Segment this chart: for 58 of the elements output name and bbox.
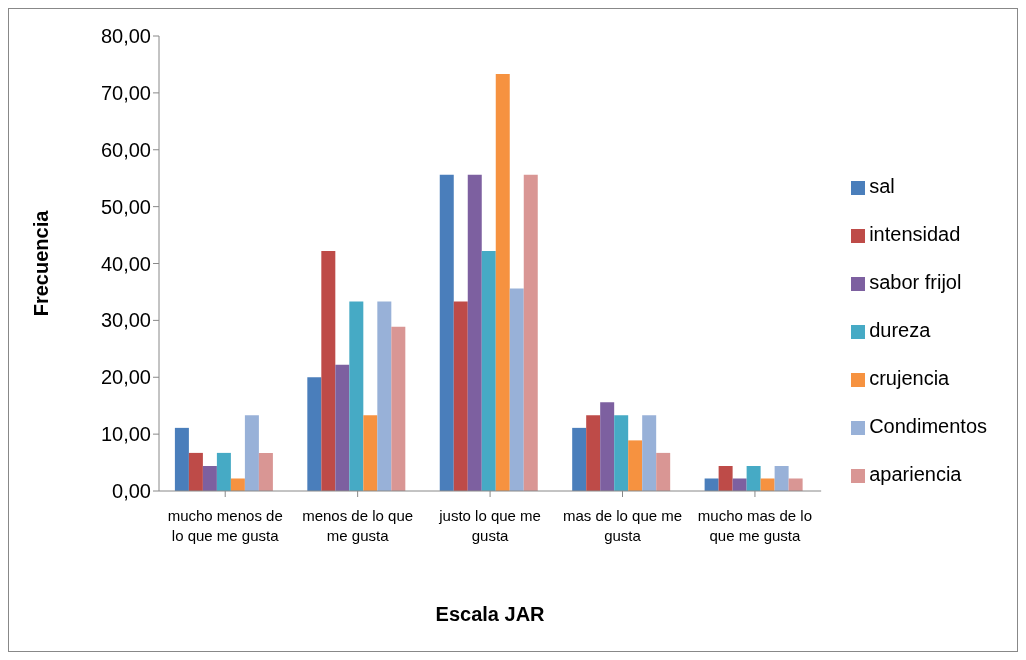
y-tick-label: 30,00	[100, 309, 151, 332]
legend-label: intensidad	[869, 223, 961, 245]
y-tick-label: 40,00	[100, 252, 151, 275]
y-axis-title: Frecuencia	[30, 209, 53, 317]
bar	[439, 174, 454, 491]
legend-label: crujencia	[869, 367, 950, 389]
y-tick-label: 60,00	[100, 138, 151, 161]
bar	[258, 452, 273, 491]
x-tick-label: mas de lo que me gusta	[562, 507, 683, 544]
bar	[628, 440, 643, 491]
bar	[349, 301, 364, 491]
bar	[377, 301, 392, 491]
bar	[244, 415, 259, 491]
x-tick-label: menos de lo que me gusta	[302, 507, 414, 544]
bar	[509, 288, 524, 491]
bar	[467, 174, 482, 491]
bar	[732, 478, 747, 491]
bar	[523, 174, 538, 491]
bar	[216, 452, 231, 491]
bar	[335, 364, 350, 491]
bar	[321, 250, 336, 491]
bar	[174, 427, 189, 491]
x-tick-label: justo lo que me gusta	[438, 507, 541, 544]
bar	[704, 478, 719, 491]
bar	[614, 415, 629, 491]
legend-label: sabor frijol	[869, 271, 962, 293]
x-tick-label: mucho mas de lo que me gusta	[697, 507, 813, 544]
bar	[572, 427, 587, 491]
legend-label: Condimentos	[869, 415, 987, 437]
bar	[760, 478, 775, 491]
bar	[788, 478, 803, 491]
bar	[363, 415, 378, 491]
bar	[600, 402, 615, 491]
y-tick-label: 70,00	[100, 81, 151, 104]
bar	[307, 377, 322, 491]
bar	[746, 465, 761, 491]
bar	[718, 465, 733, 491]
bar	[774, 465, 789, 491]
bar	[188, 452, 203, 491]
bar	[391, 326, 406, 491]
y-tick-label: 80,00	[100, 25, 151, 48]
legend-label: apariencia	[869, 463, 962, 485]
bar	[656, 452, 671, 491]
legend-label: dureza	[869, 319, 931, 341]
legend-label: sal	[869, 175, 895, 197]
bar	[230, 478, 245, 491]
y-tick-label: 50,00	[100, 195, 151, 218]
bar	[495, 74, 510, 491]
bar	[202, 465, 217, 491]
y-tick-label: 20,00	[100, 366, 151, 389]
bar	[481, 250, 496, 491]
x-axis-title: Escala JAR	[435, 603, 546, 625]
y-tick-label: 0,00	[112, 480, 151, 503]
x-tick-label: mucho menos de lo que me gusta	[167, 507, 283, 544]
bar	[586, 415, 601, 491]
y-tick-label: 10,00	[100, 423, 151, 446]
bar	[453, 301, 468, 491]
bar	[642, 415, 657, 491]
